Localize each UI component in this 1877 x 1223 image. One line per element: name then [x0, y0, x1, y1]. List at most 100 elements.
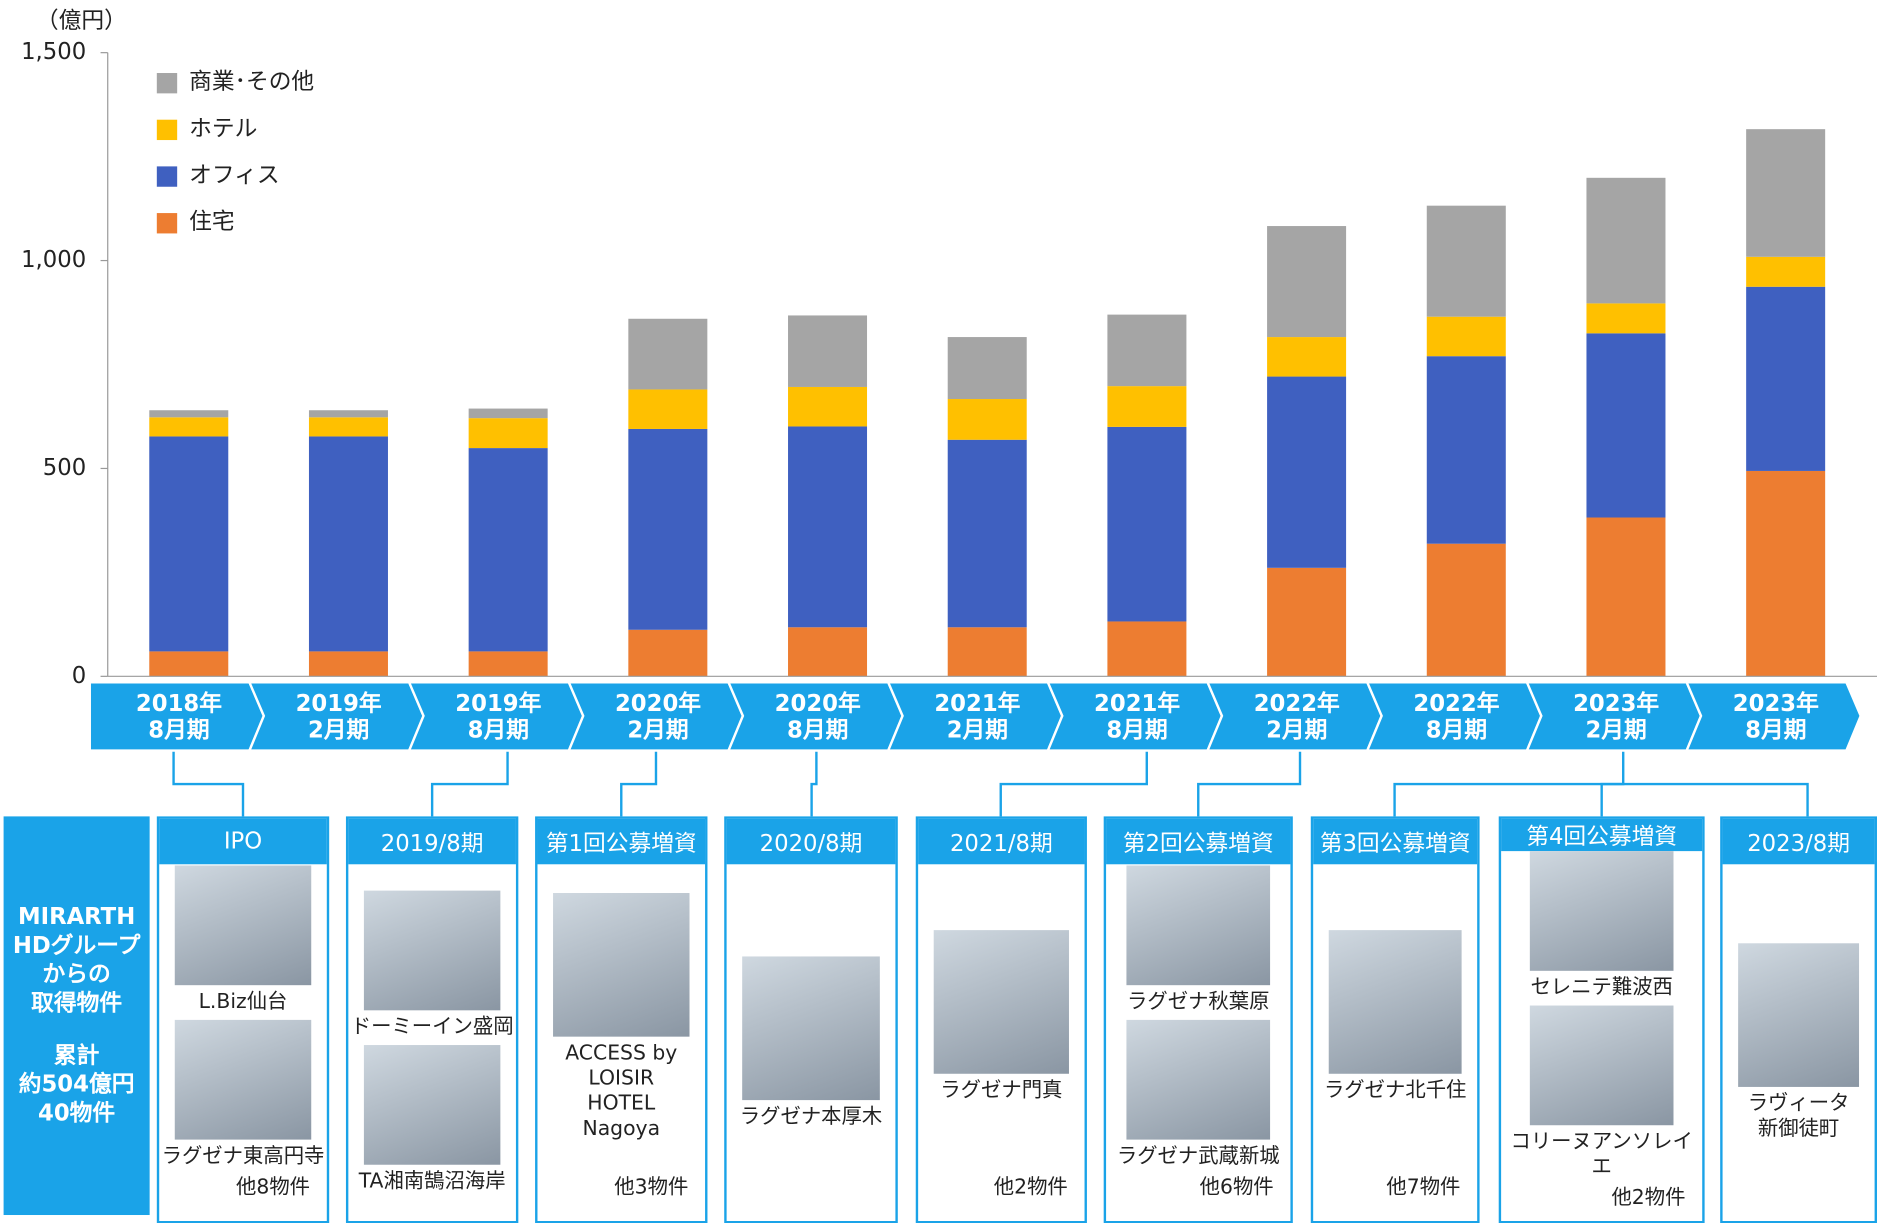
bar-segment — [1746, 470, 1826, 677]
bar-segment — [947, 439, 1027, 628]
panel-items: ラグゼナ北千住 — [1313, 864, 1477, 1169]
property-name: TA湘南鵠沼海岸 — [358, 1169, 506, 1194]
side-title: MIRARTH HDグループ からの 取得物件 — [12, 903, 141, 1017]
legend-swatch — [156, 119, 178, 141]
bar-segment — [308, 417, 388, 437]
side-summary: 累計 約504億円 40物件 — [18, 1042, 135, 1127]
bar-segment — [1267, 567, 1347, 677]
property-name: ラグゼナ東高円寺 — [161, 1143, 325, 1168]
panel: 第1回公募増資 ACCESS by LOISIR HOTEL Nagoya 他3物件 — [535, 816, 708, 1223]
panel-header: 2023/8期 — [1722, 818, 1875, 865]
bar-segment — [1107, 314, 1187, 387]
property-photo — [553, 892, 690, 1037]
panel-header: IPO — [159, 818, 327, 865]
property-photo — [363, 890, 501, 1011]
bar-segment — [468, 408, 548, 419]
bar-segment — [1267, 376, 1347, 568]
bar-segment — [1746, 286, 1826, 471]
x-tick-label: 2022年 2月期 — [1253, 690, 1340, 744]
panel-note: 他2物件 — [993, 1175, 1068, 1200]
x-tick-label: 2018年 8月期 — [135, 690, 222, 744]
panel-header: 第2回公募増資 — [1106, 818, 1291, 865]
panel-items: ラグゼナ秋葉原 ラグゼナ武蔵新城 — [1106, 864, 1290, 1169]
y-tick-label: 1,500 — [21, 39, 86, 65]
bar-segment — [1426, 543, 1506, 677]
panel-header: 2021/8期 — [918, 818, 1085, 865]
property-name: コリーヌアンソレイエ — [1510, 1130, 1693, 1180]
bar-segment — [1586, 303, 1666, 334]
panel-items: L.Biz仙台ラグゼナ東高円寺 — [159, 864, 327, 1169]
panel: 第2回公募増資 ラグゼナ秋葉原 ラグゼナ武蔵新城 他6物件 — [1103, 816, 1293, 1223]
property-name: ドーミーイン盛岡 — [350, 1015, 514, 1040]
bar-segment — [149, 417, 229, 437]
bar-segment — [788, 386, 868, 427]
bar-segment — [947, 337, 1027, 400]
panel-header: 第4回公募増資 — [1501, 818, 1703, 852]
x-tick-label: 2019年 8月期 — [455, 690, 542, 744]
bar-segment — [628, 318, 708, 390]
panel-note: 他2物件 — [1611, 1186, 1686, 1211]
y-unit: （億円） — [36, 8, 127, 34]
panel-items: ACCESS by LOISIR HOTEL Nagoya — [537, 864, 705, 1169]
panel-header: 2019/8期 — [348, 818, 516, 865]
bar-segment — [468, 418, 548, 449]
bar-segment — [1586, 333, 1666, 518]
panel: 第4回公募増資 セレニテ難波西 コリーヌアンソレイエ 他2物件 — [1498, 816, 1705, 1223]
bar-segment — [1267, 337, 1347, 377]
panel: 2023/8期 ラヴィータ 新御徒町 — [1720, 816, 1877, 1223]
property-photo — [742, 955, 880, 1100]
legend-label: 住宅 — [189, 209, 234, 235]
panel-header: 第1回公募増資 — [537, 818, 706, 865]
panel: 2019/8期ドーミーイン盛岡 TA湘南鵠沼海岸 — [345, 816, 519, 1223]
x-tick-label: 2022年 8月期 — [1413, 690, 1500, 744]
property-name: ACCESS by LOISIR HOTEL Nagoya — [565, 1040, 678, 1141]
bar-segment — [468, 448, 548, 652]
bar-segment — [1426, 205, 1506, 317]
bar-segment — [628, 389, 708, 429]
property-photo — [1328, 930, 1462, 1074]
property-photo — [1529, 851, 1674, 971]
bar-segment — [308, 436, 388, 652]
bar-segment — [1586, 517, 1666, 677]
bar-segment — [308, 651, 388, 677]
bar-segment — [149, 410, 229, 418]
legend-label: 商業･その他 — [189, 69, 314, 95]
bar-segment — [788, 426, 868, 628]
property-name: ラヴィータ 新御徒町 — [1747, 1091, 1850, 1141]
property-name: ラグゼナ武蔵新城 — [1116, 1143, 1280, 1168]
x-tick-label: 2023年 2月期 — [1573, 690, 1660, 744]
bar-segment — [788, 627, 868, 677]
bar-segment — [947, 627, 1027, 677]
bar-segment — [308, 410, 388, 418]
side-box: MIRARTH HDグループ からの 取得物件累計 約504億円 40物件 — [3, 816, 150, 1216]
property-name: ラグゼナ本厚木 — [739, 1104, 883, 1129]
property-photo — [174, 1019, 312, 1140]
legend-label: オフィス — [189, 162, 279, 188]
property-photo — [363, 1045, 501, 1165]
property-name: L.Biz仙台 — [198, 989, 288, 1014]
y-tick-label: 500 — [43, 455, 86, 481]
panel-note: 他6物件 — [1199, 1175, 1274, 1200]
chevron — [1684, 681, 1863, 752]
bar-segment — [1426, 356, 1506, 544]
panel: 第3回公募増資 ラグゼナ北千住 他7物件 — [1310, 816, 1480, 1223]
panel-header: 2020/8期 — [726, 818, 896, 865]
bar-segment — [788, 315, 868, 387]
bar-segment — [947, 399, 1027, 440]
property-photo — [174, 864, 312, 985]
bar-segment — [1267, 226, 1347, 338]
bar-segment — [1107, 426, 1187, 622]
property-name: ラグゼナ門真 — [940, 1078, 1063, 1103]
x-tick-label: 2021年 2月期 — [934, 690, 1021, 744]
property-photo — [1529, 1005, 1674, 1126]
property-name: ラグゼナ秋葉原 — [1127, 989, 1270, 1014]
x-tick-label: 2020年 8月期 — [774, 690, 861, 744]
legend-swatch — [156, 166, 178, 187]
panel-header: 第3回公募増資 — [1313, 818, 1478, 865]
panel-items: ドーミーイン盛岡 TA湘南鵠沼海岸 — [348, 864, 516, 1221]
property-photo — [1126, 864, 1271, 985]
bar-segment — [149, 651, 229, 677]
panel-items: ラグゼナ本厚木 — [727, 864, 896, 1221]
